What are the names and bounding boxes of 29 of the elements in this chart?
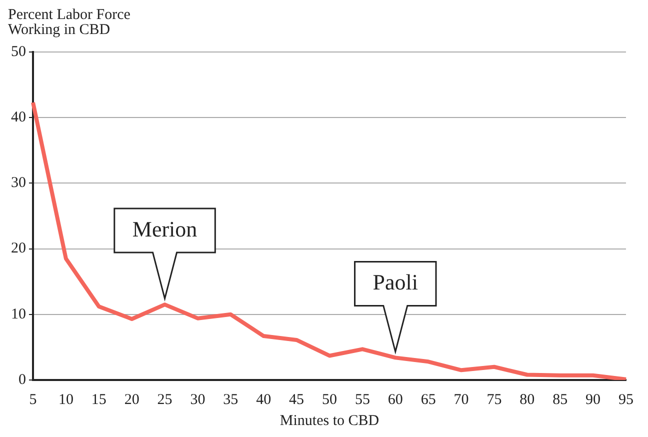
x-tick-label: 25 xyxy=(157,392,172,408)
y-axis-title: Percent Labor Force Working in CBD xyxy=(8,7,132,40)
y-tick-label: 20 xyxy=(11,240,26,257)
x-tick-label: 65 xyxy=(420,392,436,408)
y-tick-label: 50 xyxy=(11,44,26,60)
x-tick-label: 80 xyxy=(520,392,535,408)
x-tick-label: 85 xyxy=(552,392,568,408)
x-tick-label: 40 xyxy=(256,392,272,408)
x-tick-label: 50 xyxy=(322,392,337,408)
x-tick-label: 30 xyxy=(190,392,206,408)
x-tick-label: 60 xyxy=(388,392,403,408)
x-tick-label: 55 xyxy=(354,392,370,408)
y-tick-label: 40 xyxy=(11,110,26,126)
y-tick-label: 30 xyxy=(11,175,26,192)
x-tick-label: 20 xyxy=(124,392,140,408)
x-tick-label: 90 xyxy=(586,392,601,408)
x-tick-label: 35 xyxy=(223,392,238,408)
x-tick-label: 15 xyxy=(91,392,106,408)
x-tick-label: 10 xyxy=(58,392,74,408)
x-tick-label: 70 xyxy=(454,392,469,408)
x-tick-label: 95 xyxy=(618,392,634,408)
x-axis-title: Minutes to CBD xyxy=(280,412,380,429)
y-tick-label: 0 xyxy=(18,372,26,388)
x-tick-label: 5 xyxy=(29,392,37,408)
annotation: Paoli xyxy=(372,269,418,294)
x-tick-label: 45 xyxy=(289,392,304,408)
annotation: Merion xyxy=(132,216,198,242)
y-tick-label: 10 xyxy=(11,306,26,322)
x-tick-label: 75 xyxy=(486,392,502,408)
